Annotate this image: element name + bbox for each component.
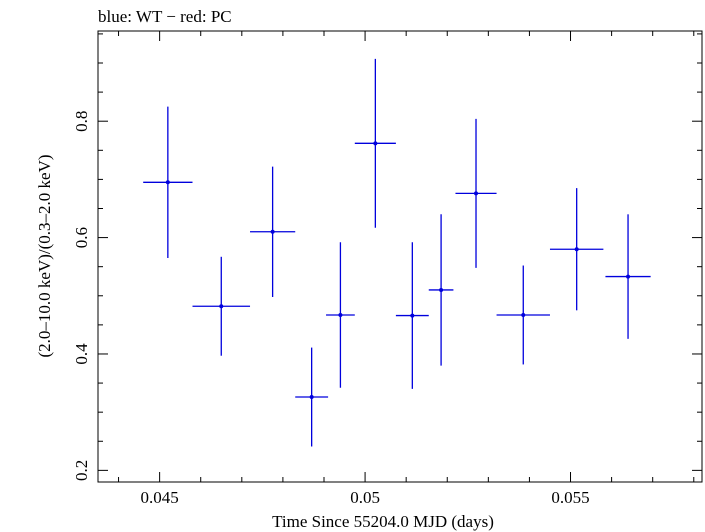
data-point [326,242,355,388]
y-tick-label: 0.4 [72,343,91,365]
data-marker [338,312,343,317]
data-point [395,242,429,389]
data-marker [165,180,170,185]
data-point [605,214,651,339]
data-marker [474,191,479,196]
data-point [428,214,454,366]
data-marker [521,312,526,317]
y-tick-label: 0.2 [72,460,91,481]
x-tick-label: 0.05 [350,488,380,507]
y-axis-label: (2.0–10.0 keV)/(0.3–2.0 keV) [35,154,54,357]
y-tick-label: 0.8 [72,111,91,132]
data-marker [219,304,224,309]
data-point [549,188,604,311]
x-tick-label: 0.055 [551,488,589,507]
data-point [295,347,329,447]
y-tick-label: 0.6 [72,227,91,248]
data-marker [626,274,631,279]
plot-frame [97,30,703,483]
data-marker [373,141,378,146]
data-marker [439,287,444,292]
x-axis-label: Time Since 55204.0 MJD (days) [272,512,494,531]
data-marker [270,229,275,234]
data-point [143,106,193,258]
data-point [354,58,396,228]
data-point [496,265,550,365]
x-tick-label: 0.045 [141,488,179,507]
chart-title: blue: WT − red: PC [98,7,232,26]
axis-ticks: 0.045 0.05 0.055 0.2 0.4 0.6 0.8 [72,31,702,507]
data-point [250,166,296,297]
data-point [455,118,497,268]
data-point [192,256,251,356]
data-points [143,58,651,447]
data-marker [309,395,314,400]
data-marker [574,247,579,252]
data-marker [410,313,415,318]
